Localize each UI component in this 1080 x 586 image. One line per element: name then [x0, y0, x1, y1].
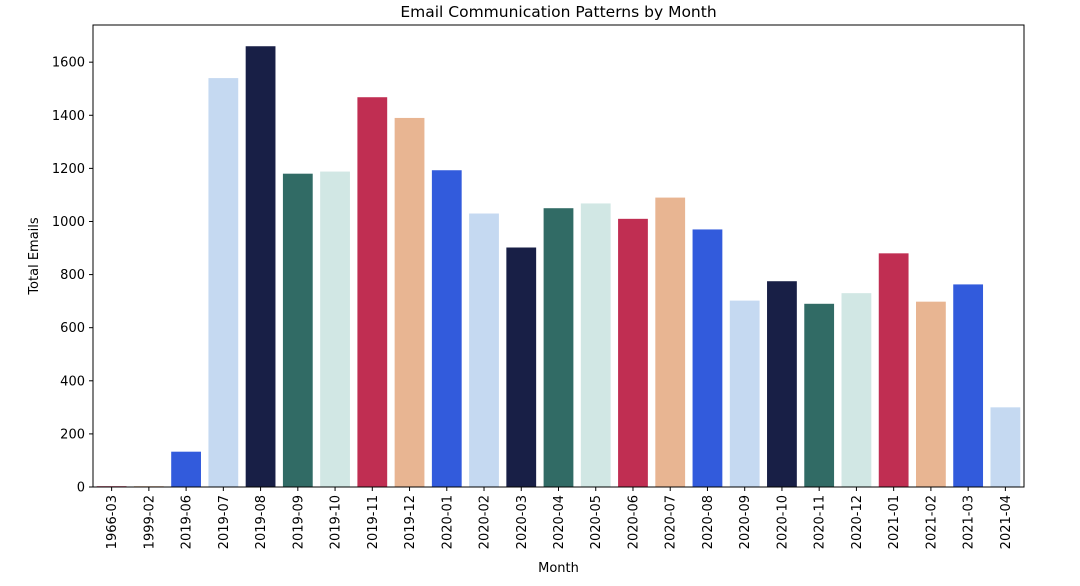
x-tick-label: 2020-10 — [775, 495, 790, 549]
x-tick-label: 2020-03 — [515, 495, 530, 549]
x-tick-label: 2019-10 — [329, 495, 344, 549]
x-tick-label: 2020-12 — [850, 495, 865, 549]
x-tick-label: 2019-11 — [366, 495, 381, 549]
bar-2019-10 — [320, 171, 350, 487]
x-tick-label: 2020-04 — [552, 495, 567, 549]
bar-2019-11 — [357, 97, 388, 487]
bar-2019-08 — [245, 46, 276, 488]
bar-2021-02 — [916, 301, 946, 487]
y-axis-label: Total Emails — [27, 217, 42, 296]
y-tick-label: 400 — [60, 374, 85, 389]
x-tick-label: 2020-02 — [478, 495, 493, 549]
bar-2020-07 — [655, 197, 686, 487]
chart-title: Email Communication Patterns by Month — [400, 3, 716, 21]
x-tick-label: 2020-08 — [701, 495, 716, 549]
y-tick-label: 0 — [77, 481, 85, 496]
bar-2019-12 — [394, 117, 425, 488]
x-tick-label: 2019-09 — [291, 495, 306, 549]
x-tick-label: 2019-12 — [403, 495, 418, 549]
x-tick-label: 2021-04 — [999, 495, 1014, 549]
x-tick-label: 2020-09 — [738, 495, 753, 549]
x-tick-label: 1999-02 — [142, 495, 157, 549]
bar-2021-01 — [878, 253, 909, 487]
x-tick-label: 2020-07 — [664, 495, 679, 549]
x-tick-label: 1966-03 — [105, 495, 120, 549]
y-tick-label: 600 — [60, 321, 85, 336]
bar-2021-04 — [990, 407, 1021, 487]
bar-2020-10 — [767, 281, 797, 487]
x-tick-label: 2021-02 — [924, 495, 939, 549]
x-tick-label: 2021-03 — [962, 495, 977, 549]
bar-2021-03 — [953, 284, 984, 487]
x-tick-label: 2019-08 — [254, 495, 269, 549]
y-tick-label: 1400 — [52, 109, 85, 124]
y-tick-label: 200 — [60, 427, 85, 442]
x-tick-label: 2020-06 — [626, 495, 641, 549]
bar-2019-06 — [171, 451, 201, 487]
bar-2019-09 — [282, 173, 313, 487]
bar-2020-06 — [618, 218, 648, 487]
x-tick-label: 2019-07 — [217, 495, 232, 549]
bar-2020-03 — [506, 247, 537, 487]
y-axis: 0 200 400 600 800 1000 1200 1400 1600 — [52, 56, 93, 496]
x-axis: 1966-03 1999-02 2019-06 2019-07 2019-08 2019-… — [105, 487, 1014, 549]
y-tick-label: 1200 — [52, 162, 85, 177]
bar-2020-08 — [692, 229, 723, 487]
x-tick-label: 2020-11 — [813, 495, 828, 549]
bar-2020-09 — [729, 300, 760, 487]
bar-2020-05 — [580, 203, 611, 487]
y-tick-label: 1000 — [52, 215, 85, 230]
x-tick-label: 2020-01 — [440, 495, 455, 549]
x-tick-label: 2019-06 — [180, 495, 195, 549]
y-tick-label: 1600 — [52, 56, 85, 71]
bar-2020-12 — [841, 293, 872, 487]
bar-2020-11 — [804, 303, 835, 487]
x-tick-label: 2020-05 — [589, 495, 604, 549]
bar-2020-02 — [469, 213, 499, 487]
bar-2020-04 — [543, 208, 574, 487]
bars-layer — [96, 46, 1021, 488]
bar-2019-07 — [208, 78, 239, 487]
y-tick-label: 800 — [60, 268, 85, 283]
x-tick-label: 2021-01 — [887, 495, 902, 549]
x-axis-label: Month — [538, 561, 579, 576]
bar-2020-01 — [431, 170, 462, 488]
